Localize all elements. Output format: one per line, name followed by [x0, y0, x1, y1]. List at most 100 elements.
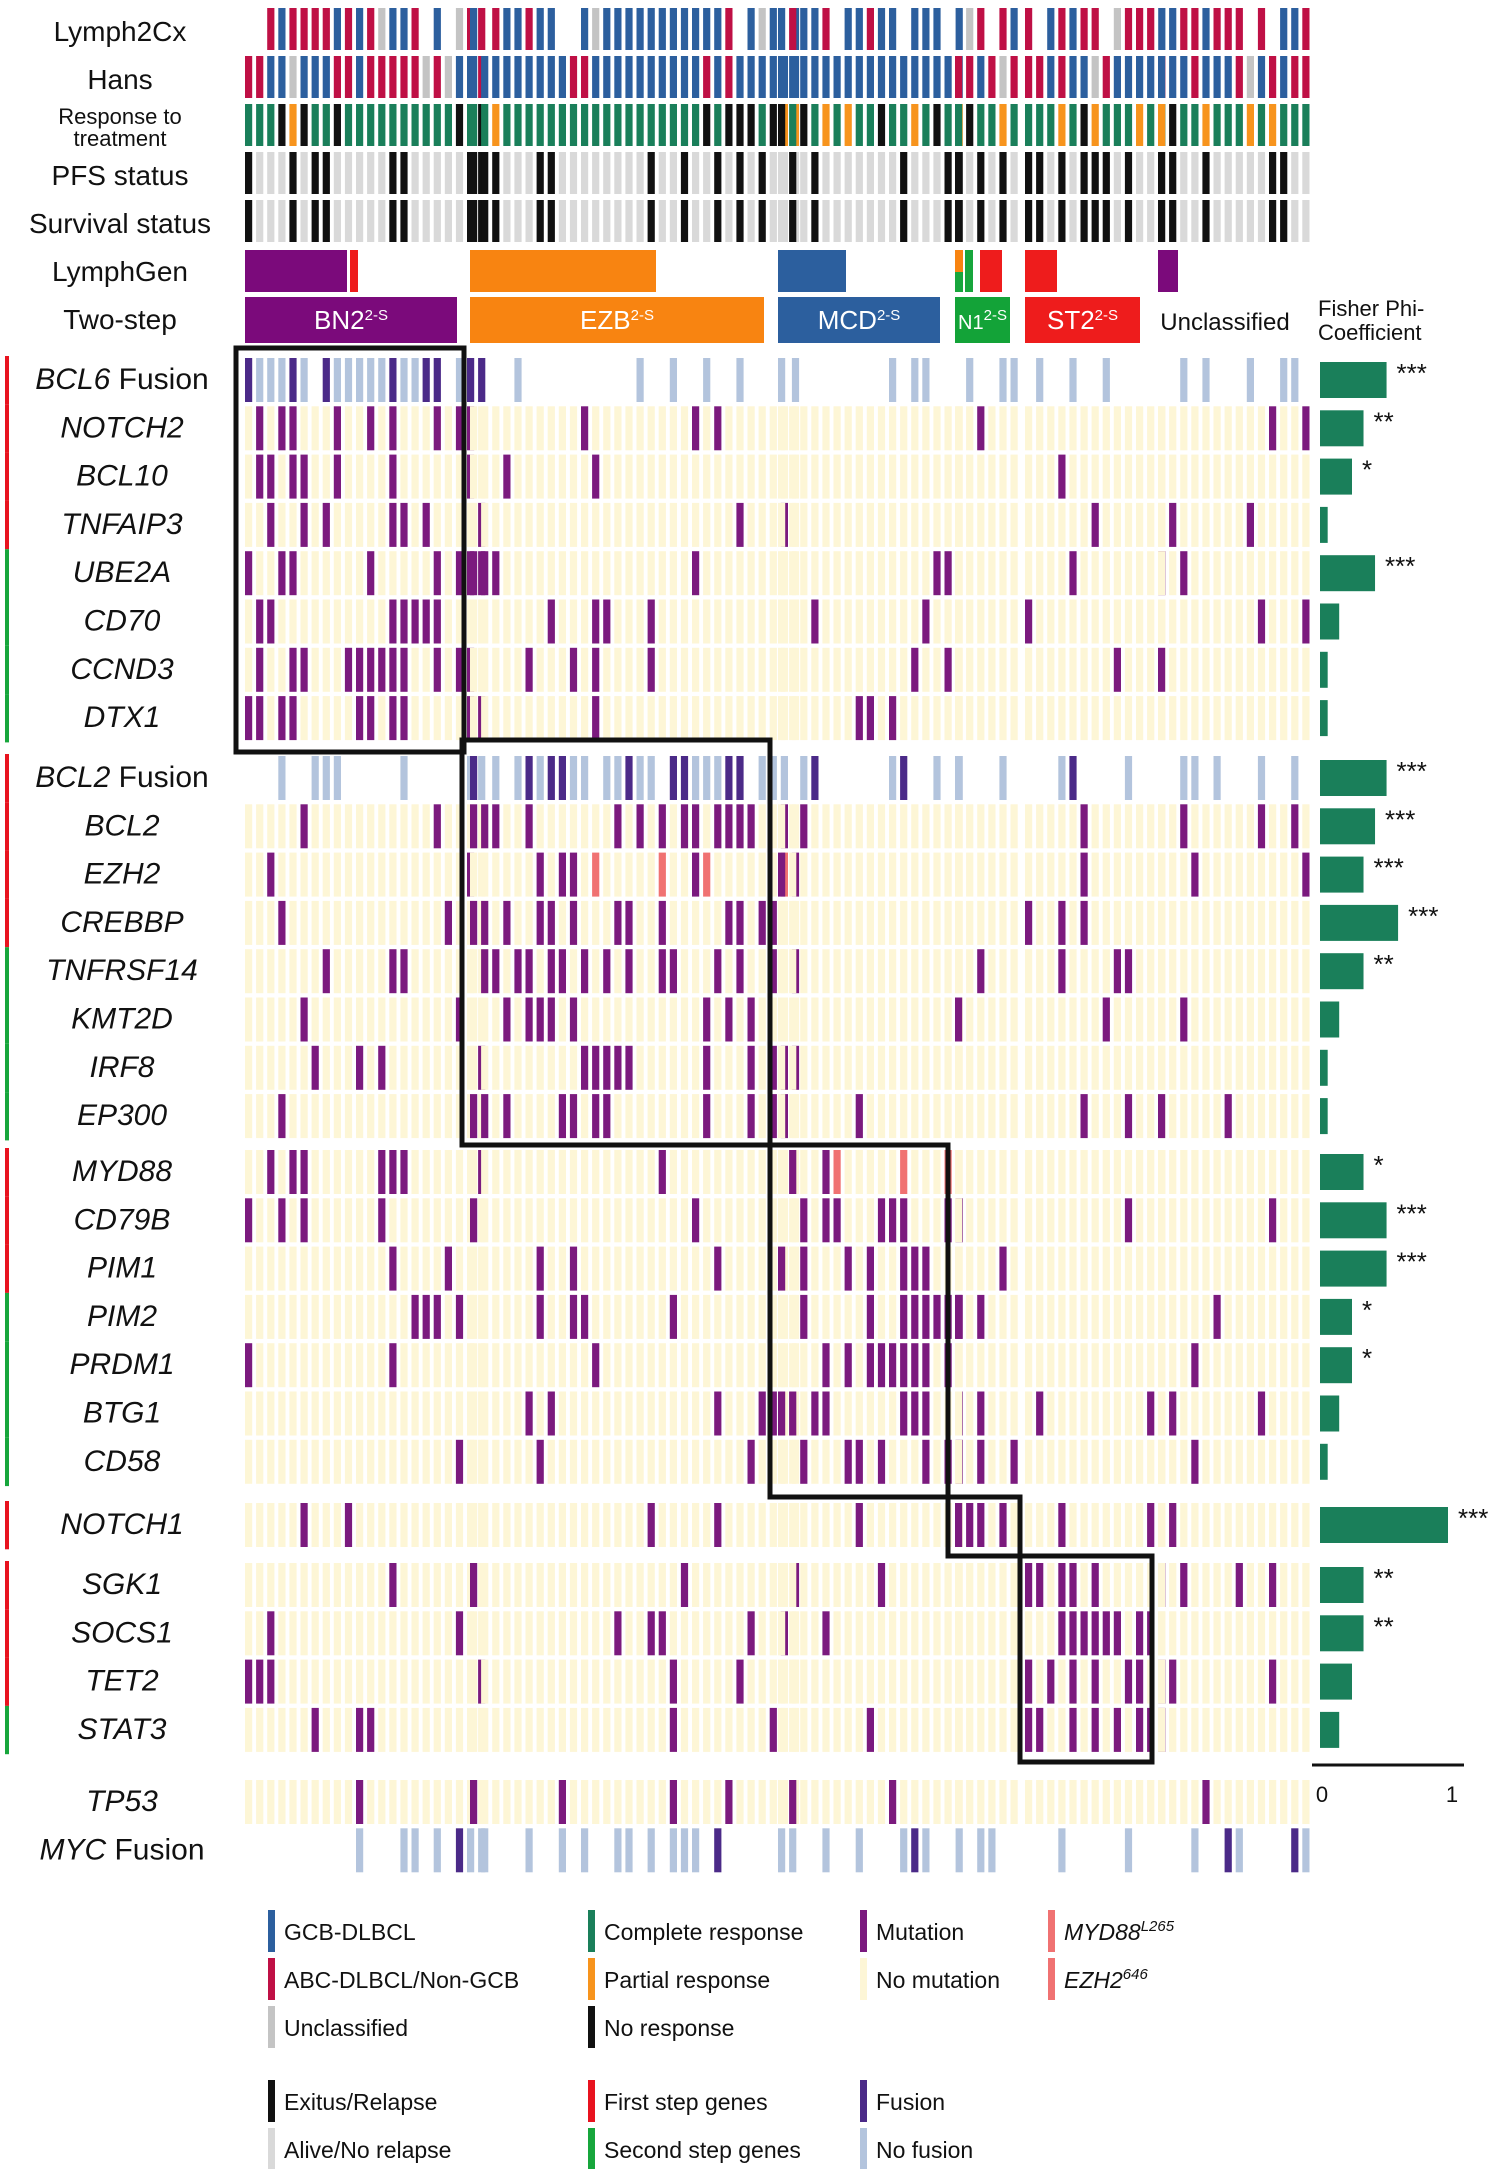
gene-cell: [703, 1611, 711, 1656]
phi-bar-bcl6-fusion: [1320, 362, 1387, 398]
phi-sig-sgk1: **: [1374, 1563, 1394, 1593]
gene-cell: [1091, 1045, 1099, 1090]
gene-cell: [267, 1780, 275, 1824]
coo-cell: [769, 56, 777, 98]
gene-cell: [999, 900, 1007, 945]
gene-cell: [422, 1707, 430, 1752]
gene-cell: [603, 804, 611, 849]
gene-cell: [470, 1198, 478, 1243]
gene-cell: [1202, 1563, 1210, 1607]
gene-cell: [278, 1094, 286, 1139]
gene-cell: [411, 1045, 419, 1090]
gene-cell: [581, 1294, 589, 1339]
gene-cell: [558, 1198, 566, 1243]
gene-cell: [1269, 900, 1277, 945]
gene-cell: [999, 1503, 1007, 1547]
gene-cell: [1280, 1150, 1288, 1194]
gene-cell: [536, 454, 544, 499]
gene-cell: [1091, 1659, 1099, 1704]
gene-cell: [581, 1391, 589, 1436]
gene-cell: [1257, 1094, 1266, 1139]
gene-cell: [278, 502, 286, 547]
gene-cell: [614, 756, 622, 800]
gene-cell: [536, 1198, 544, 1243]
gene-cell: [614, 900, 622, 945]
gene-cell: [1280, 900, 1288, 945]
gene-cell: [889, 1246, 897, 1291]
phi-sig-pim2: *: [1362, 1295, 1372, 1325]
gene-cell: [367, 1094, 375, 1139]
gene-cell: [769, 1391, 777, 1436]
coo-cell: [966, 8, 974, 50]
gene-cell: [900, 647, 908, 692]
gene-cell: [1257, 454, 1266, 499]
gene-cell: [1091, 1780, 1099, 1824]
gene-cell: [769, 900, 777, 945]
gene-cell: [367, 997, 375, 1042]
gene-cell: [855, 1439, 863, 1484]
gene-cell: [311, 1294, 319, 1339]
gene-cell: [955, 756, 963, 800]
gene-cell: [669, 647, 677, 692]
gene-cell: [1091, 1246, 1099, 1291]
gene-cell: [1280, 551, 1288, 596]
gene-cell: [966, 949, 974, 994]
gene-cell: [844, 1611, 852, 1656]
gene-cell: [444, 1391, 452, 1436]
gene-cell: [1080, 551, 1088, 596]
gene-cell: [378, 1246, 386, 1291]
gene-cell: [1058, 454, 1066, 499]
gene-cell: [503, 1707, 511, 1752]
gene-cell: [1257, 1707, 1266, 1752]
step-indicator: [5, 1341, 9, 1390]
gene-cell: [736, 358, 744, 402]
gene-cell: [245, 997, 253, 1042]
gene-cell: [400, 1659, 408, 1704]
gene-cell: [1010, 599, 1018, 644]
step-indicator: [5, 1244, 9, 1293]
gene-cell: [877, 696, 886, 741]
gene-cell: [300, 1094, 308, 1139]
gene-cell: [525, 599, 533, 644]
gene-cell: [592, 647, 600, 692]
gene-cell: [289, 696, 297, 741]
coo-cell: [999, 8, 1007, 50]
gene-cell: [822, 1150, 830, 1194]
status-cell: [769, 200, 777, 242]
gene-cell: [955, 1150, 963, 1194]
gene-cell: [481, 1659, 489, 1704]
gene-cell: [378, 502, 386, 547]
gene-cell: [1069, 454, 1077, 499]
gene-cell: [703, 1439, 711, 1484]
gene-cell: [1257, 599, 1266, 644]
gene-cell: [988, 1707, 996, 1752]
gene-cell: [625, 804, 633, 849]
gene-cell: [625, 551, 633, 596]
gene-cell: [289, 551, 297, 596]
gene-cell: [400, 1246, 408, 1291]
gene-cell: [747, 599, 755, 644]
gene-cell: [289, 804, 297, 849]
gene-cell: [725, 1045, 733, 1090]
gene-cell: [1136, 1198, 1144, 1243]
gene-cell: [503, 551, 511, 596]
gene-cell: [1080, 1780, 1088, 1824]
gene-cell: [833, 1563, 841, 1607]
gene-cell: [747, 1294, 755, 1339]
gene-cell: [1235, 1094, 1243, 1139]
gene-cell: [1169, 551, 1177, 596]
gene-cell: [725, 1343, 733, 1388]
gene-cell: [1102, 900, 1110, 945]
gene-cell: [344, 1659, 353, 1704]
gene-cell: [581, 1150, 589, 1194]
gene-cell: [592, 1094, 600, 1139]
legend-swatch-ezh2: [1048, 1958, 1055, 2000]
response-cell: [1269, 104, 1277, 146]
gene-cell: [955, 1659, 963, 1704]
gene-cell: [569, 1094, 578, 1139]
gene-cell: [669, 949, 677, 994]
status-cell: [1224, 200, 1232, 242]
gene-cell: [547, 1294, 555, 1339]
gene-cell: [703, 1391, 711, 1436]
gene-cell: [536, 1150, 544, 1194]
